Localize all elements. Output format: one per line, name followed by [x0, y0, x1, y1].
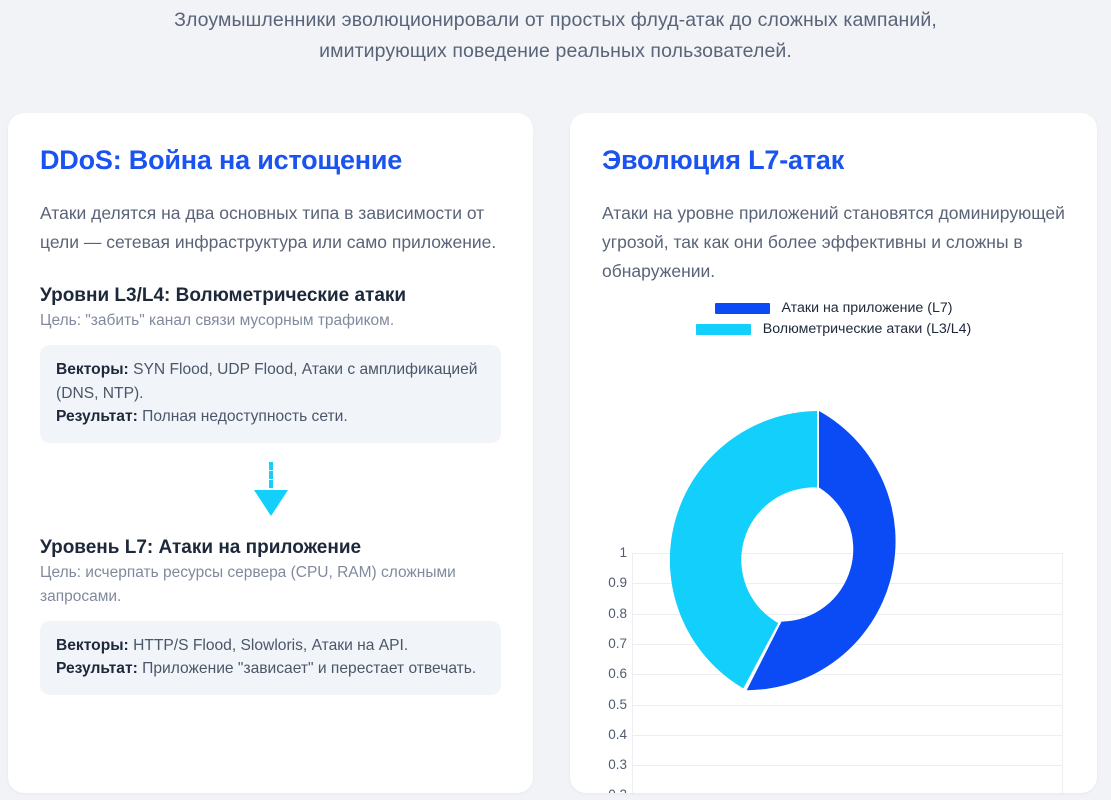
gridline-1.0 — [632, 553, 1063, 554]
l7-vectors-label: Векторы: — [56, 636, 129, 654]
l7-result-row: Результат: Приложение "зависает" и перес… — [56, 657, 485, 681]
left-card-content: DDoS: Война на истощение Атаки делятся н… — [8, 113, 533, 695]
l7-result-label: Результат: — [56, 660, 138, 677]
left-card-lead: Атаки делятся на два основных типа в зав… — [40, 203, 497, 252]
l34-result-label: Результат: — [56, 408, 138, 425]
right-card-lead: Атаки на уровне приложений становятся до… — [602, 203, 1065, 281]
ytick-label-0.4: 0.4 — [608, 726, 627, 742]
gridline-0.5 — [632, 704, 1063, 706]
gridline-0.4 — [632, 734, 1063, 736]
chart-plot-area: 1 0.9 0.8 0.7 0.6 0.5 0.4 0.3 0.2 0.1 0 … — [608, 411, 1063, 793]
donut-slice-l7[interactable] — [746, 411, 896, 691]
l7-vectors-text: HTTP/S Flood, Slowloris, Атаки на API. — [128, 636, 409, 654]
ytick-label-0.9: 0.9 — [608, 575, 627, 591]
ytick-label-0.3: 0.3 — [608, 757, 627, 773]
gridline-0.3 — [632, 765, 1063, 767]
chart-legend: Атаки на приложение (L7) Волюметрические… — [570, 300, 1097, 337]
donut-svg — [670, 411, 896, 691]
y-axis-line-right — [1062, 553, 1063, 793]
ytick-label-1: 1 — [619, 545, 627, 560]
legend-label-l7: Атаки на приложение (L7) — [781, 300, 953, 316]
ddos-overview-card: DDoS: Война на истощение Атаки делятся н… — [8, 113, 533, 793]
l34-result-row: Результат: Полная недоступность сети. — [56, 405, 485, 429]
y-axis-line — [632, 553, 633, 793]
flow-arrow — [40, 443, 501, 535]
l34-result-text: Полная недоступность сети. — [137, 408, 348, 425]
arrow-dashed-line-icon — [268, 461, 273, 488]
l34-goal: Цель: "забить" канал связи мусорным траф… — [40, 312, 395, 329]
l7-heading: Уровень L7: Атаки на приложение — [40, 536, 362, 558]
ytick-label-0.7: 0.7 — [608, 635, 627, 651]
l34-vectors-row: Векторы: SYN Flood, UDP Flood, Атаки с а… — [56, 358, 485, 405]
left-card-title: DDoS: Война на истощение — [40, 145, 403, 175]
l34-vectors-text: SYN Flood, UDP Flood, Атаки с амплификац… — [56, 361, 478, 402]
intro-line-1: Злоумышленники эволюционировали от прост… — [174, 9, 937, 31]
ytick-label-0.5: 0.5 — [608, 696, 627, 712]
l7-evolution-card: Эволюция L7-атак Атаки на уровне приложе… — [570, 113, 1097, 793]
l7-details-box: Векторы: HTTP/S Flood, Slowloris, Атаки … — [40, 620, 501, 695]
legend-label-l34: Волюметрические атаки (L3/L4) — [762, 321, 972, 337]
right-card-title: Эволюция L7-атак — [602, 145, 845, 175]
ytick-label-0.2: 0.2 — [570, 788, 627, 793]
l34-vectors-label: Векторы: — [56, 361, 129, 378]
intro-line-2: имитирующих поведение реальных пользоват… — [319, 40, 792, 62]
right-card-content: Эволюция L7-атак Атаки на уровне приложе… — [570, 113, 1097, 286]
legend-swatch-l34 — [695, 323, 751, 335]
intro-paragraph: Злоумышленники эволюционировали от прост… — [0, 0, 1111, 67]
ytick-label-0.8: 0.8 — [608, 605, 627, 621]
donut-slice-l34[interactable] — [670, 411, 817, 689]
l7-share-donut-chart: Атаки на приложение (L7) Волюметрические… — [570, 300, 1097, 793]
l34-heading: Уровни L3/L4: Волюметрические атаки — [40, 285, 407, 306]
gridline-0.6 — [632, 674, 1063, 676]
l7-result-text: Приложение "зависает" и перестает отвеча… — [137, 660, 477, 677]
legend-item-l34[interactable]: Волюметрические атаки (L3/L4) — [695, 321, 972, 337]
legend-swatch-l7 — [714, 302, 770, 314]
ytick-label-0.6: 0.6 — [608, 666, 627, 682]
legend-item-l7[interactable]: Атаки на приложение (L7) — [714, 300, 953, 316]
l7-vectors-row: Векторы: HTTP/S Flood, Slowloris, Атаки … — [56, 634, 485, 658]
arrow-down-icon — [253, 489, 288, 516]
l34-details-box: Векторы: SYN Flood, UDP Flood, Атаки с а… — [40, 345, 501, 443]
l7-goal: Цель: исчерпать ресурсы сервера (CPU, RA… — [40, 563, 456, 605]
